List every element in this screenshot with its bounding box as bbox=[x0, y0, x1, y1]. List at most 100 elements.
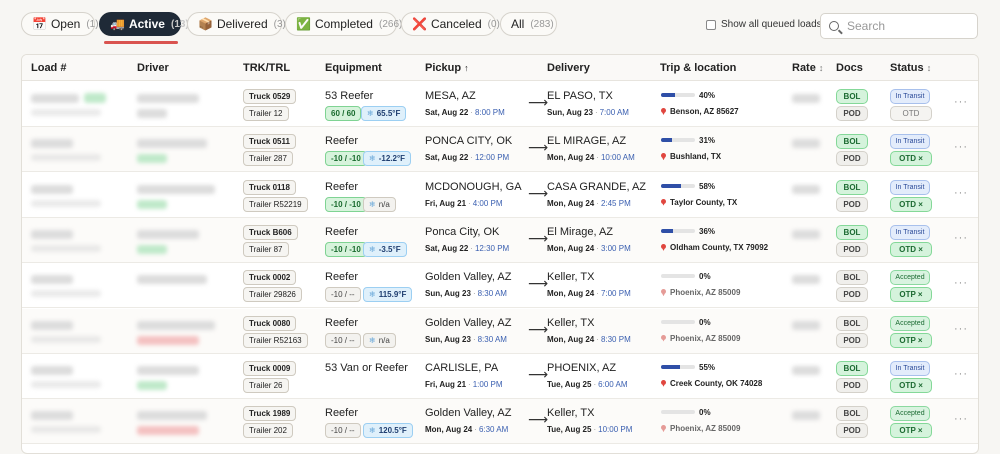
trailer-chip[interactable]: Trailer 29826 bbox=[243, 287, 302, 303]
bol-doc-badge[interactable]: BOL bbox=[836, 360, 868, 376]
trailer-chip[interactable]: Trailer 26 bbox=[243, 377, 289, 393]
col-rate[interactable]: Rate ↕ bbox=[792, 62, 824, 74]
trailer-chip[interactable]: Trailer R52219 bbox=[243, 196, 308, 212]
row-menu-icon[interactable]: ··· bbox=[954, 277, 968, 290]
table-row[interactable]: Truck 0002 Trailer 29826 Reefer -10 / -- ❄ 11… bbox=[22, 263, 978, 309]
row-menu-icon[interactable]: ··· bbox=[954, 413, 968, 426]
driver-name-redacted[interactable] bbox=[137, 365, 199, 375]
truck-chip[interactable]: Truck 0080 bbox=[243, 315, 297, 331]
driver-name-redacted[interactable] bbox=[137, 184, 215, 194]
show-queued-toggle[interactable]: Show all queued loads bbox=[706, 19, 822, 30]
truck-chip[interactable]: Truck 0511 bbox=[243, 134, 296, 150]
driver-name-redacted[interactable] bbox=[137, 275, 207, 285]
row-menu-icon[interactable]: ··· bbox=[954, 231, 968, 244]
col-status[interactable]: Status ↕ bbox=[890, 62, 932, 74]
bol-doc-badge[interactable]: BOL bbox=[836, 179, 868, 195]
row-menu-icon[interactable]: ··· bbox=[954, 141, 968, 154]
search-box[interactable] bbox=[820, 13, 978, 39]
otd-badge[interactable]: OTD × bbox=[890, 241, 932, 257]
driver-name-redacted[interactable] bbox=[137, 94, 199, 103]
load-number-redacted[interactable] bbox=[31, 139, 73, 149]
row-menu-icon[interactable]: ··· bbox=[954, 367, 968, 380]
row-menu-icon[interactable]: ··· bbox=[954, 322, 968, 335]
current-location[interactable]: Bushland, TX bbox=[661, 152, 721, 161]
table-row[interactable]: Truck 0009 Trailer 26 53 Van or Reefer CARL… bbox=[22, 354, 978, 399]
driver-name-redacted[interactable] bbox=[137, 411, 207, 421]
trailer-chip[interactable]: Trailer 87 bbox=[243, 241, 289, 257]
otd-badge[interactable]: OTD × bbox=[890, 377, 932, 393]
truck-chip[interactable]: Truck B606 bbox=[243, 224, 298, 240]
tab-all[interactable]: All (283) bbox=[500, 12, 557, 36]
otd-badge[interactable]: OTD × bbox=[890, 196, 932, 212]
pod-doc-badge[interactable]: POD bbox=[836, 332, 868, 348]
load-number-redacted[interactable] bbox=[31, 320, 73, 330]
bol-doc-badge[interactable]: BOL bbox=[836, 406, 868, 422]
current-location[interactable]: Creek County, OK 74028 bbox=[661, 379, 762, 388]
load-number-redacted[interactable] bbox=[31, 275, 73, 285]
row-menu-icon[interactable]: ··· bbox=[954, 96, 968, 108]
trailer-chip[interactable]: Trailer R52163 bbox=[243, 332, 308, 348]
pod-doc-badge[interactable]: POD bbox=[836, 106, 868, 121]
driver-name-redacted[interactable] bbox=[137, 139, 207, 149]
tab-completed[interactable]: ✅ Completed (266) bbox=[285, 12, 402, 36]
pod-doc-badge[interactable]: POD bbox=[836, 151, 868, 167]
current-location[interactable]: Phoenix, AZ 85009 bbox=[661, 288, 740, 297]
otd-badge[interactable]: OTD × bbox=[890, 151, 932, 167]
otd-badge[interactable]: OTP × bbox=[890, 423, 932, 439]
otd-badge[interactable]: OTP × bbox=[890, 332, 932, 348]
bol-doc-badge[interactable]: BOL bbox=[836, 315, 868, 331]
col-trk-trl[interactable]: TRK/TRL bbox=[243, 62, 291, 74]
truck-chip[interactable]: Truck 0009 bbox=[243, 360, 297, 376]
load-number-redacted[interactable] bbox=[31, 411, 73, 421]
truck-chip[interactable]: Truck 0002 bbox=[243, 270, 297, 286]
load-number-redacted[interactable] bbox=[31, 365, 73, 375]
tab-active[interactable]: 🚚 Active (13) bbox=[99, 12, 189, 36]
load-number-redacted[interactable] bbox=[31, 229, 73, 239]
col-pickup[interactable]: Pickup ↑ bbox=[425, 62, 469, 74]
otd-badge[interactable]: OTD bbox=[890, 106, 932, 121]
load-number-redacted[interactable] bbox=[31, 94, 79, 103]
current-location[interactable]: Benson, AZ 85627 bbox=[661, 107, 739, 116]
table-row[interactable]: Truck 0118 Trailer R52219 Reefer -10 / -10 ❄… bbox=[22, 173, 978, 218]
trailer-chip[interactable]: Trailer 202 bbox=[243, 423, 293, 439]
pod-doc-badge[interactable]: POD bbox=[836, 196, 868, 212]
col-delivery[interactable]: Delivery bbox=[547, 62, 590, 74]
truck-chip[interactable]: Truck 1989 bbox=[243, 406, 297, 422]
bol-doc-badge[interactable]: BOL bbox=[836, 224, 868, 240]
truck-chip[interactable]: Truck 0118 bbox=[243, 179, 296, 195]
trailer-chip[interactable]: Trailer 287 bbox=[243, 151, 293, 167]
table-row[interactable]: Truck 0529 Trailer 12 53 Reefer 60 / 60 ❄ 65.… bbox=[22, 82, 978, 127]
row-menu-icon[interactable]: ··· bbox=[954, 186, 968, 199]
tab-open[interactable]: 📅 Open (1) bbox=[21, 12, 99, 36]
bol-doc-badge[interactable]: BOL bbox=[836, 134, 868, 150]
driver-name-redacted[interactable] bbox=[137, 320, 215, 330]
pod-doc-badge[interactable]: POD bbox=[836, 287, 868, 303]
bol-doc-badge[interactable]: BOL bbox=[836, 89, 868, 104]
search-input[interactable] bbox=[847, 19, 967, 33]
load-number-redacted[interactable] bbox=[31, 184, 73, 194]
current-location[interactable]: Phoenix, AZ 85009 bbox=[661, 424, 740, 433]
table-row[interactable]: Truck 1989 Trailer 202 Reefer -10 / -- ❄ 120.… bbox=[22, 399, 978, 445]
current-location[interactable]: Oldham County, TX 79092 bbox=[661, 243, 768, 252]
current-location[interactable]: Taylor County, TX bbox=[661, 198, 737, 207]
tab-delivered[interactable]: 📦 Delivered (3) bbox=[187, 12, 286, 36]
pod-doc-badge[interactable]: POD bbox=[836, 241, 868, 257]
col-equipment[interactable]: Equipment bbox=[325, 62, 382, 74]
table-row[interactable]: Truck B606 Trailer 87 Reefer -10 / -10 ❄ -3.5… bbox=[22, 217, 978, 263]
current-location[interactable]: Phoenix, AZ 85009 bbox=[661, 334, 740, 343]
table-row[interactable]: Truck 0080 Trailer R52163 Reefer -10 / -- ❄ n… bbox=[22, 308, 978, 354]
pod-doc-badge[interactable]: POD bbox=[836, 377, 868, 393]
pod-doc-badge[interactable]: POD bbox=[836, 423, 868, 439]
col-docs[interactable]: Docs bbox=[836, 62, 863, 74]
col-load[interactable]: Load # bbox=[31, 62, 67, 74]
col-trip-location[interactable]: Trip & location bbox=[660, 62, 737, 74]
driver-name-redacted[interactable] bbox=[137, 229, 199, 239]
tab-canceled[interactable]: ❌ Canceled (0) bbox=[401, 12, 500, 36]
trailer-chip[interactable]: Trailer 12 bbox=[243, 106, 289, 121]
table-row[interactable]: Truck 0511 Trailer 287 Reefer -10 / -10 ❄ -12… bbox=[22, 127, 978, 173]
otd-badge[interactable]: OTP × bbox=[890, 287, 932, 303]
queued-checkbox[interactable] bbox=[706, 19, 716, 30]
bol-doc-badge[interactable]: BOL bbox=[836, 270, 868, 286]
col-driver[interactable]: Driver bbox=[137, 62, 169, 74]
truck-chip[interactable]: Truck 0529 bbox=[243, 89, 297, 104]
